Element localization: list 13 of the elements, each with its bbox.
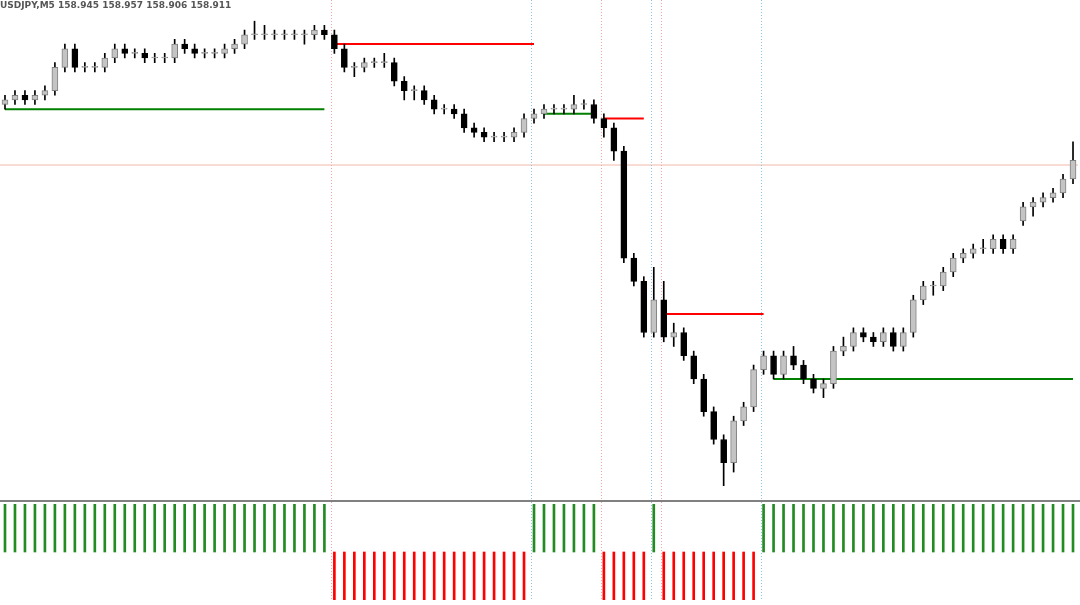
candlestick (550, 104, 558, 115)
chart-title: USDJPY,M5 158.945 158.957 158.906 158.911 (0, 0, 232, 10)
candlestick (670, 322, 678, 347)
candlestick (979, 239, 987, 254)
candlestick (929, 280, 937, 296)
candlestick (440, 104, 448, 115)
candlestick (560, 104, 568, 115)
candlestick (151, 53, 159, 63)
candlestick (500, 132, 508, 143)
candlestick (91, 62, 99, 73)
candlestick (490, 132, 498, 143)
candlestick (161, 53, 169, 63)
candlestick (81, 62, 89, 73)
